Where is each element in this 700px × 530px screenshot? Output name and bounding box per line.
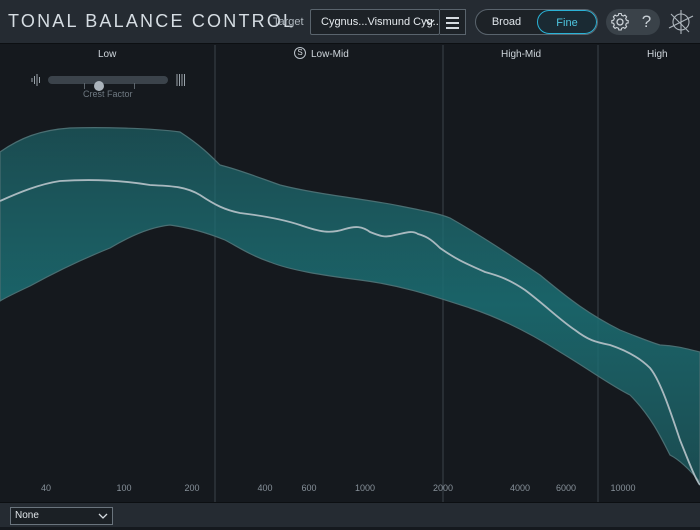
- crest-low-icon: [31, 74, 40, 86]
- hamburger-icon: [446, 17, 459, 19]
- app-title: TONAL BALANCE CONTROL: [8, 11, 296, 31]
- freq-label-2000: 2000: [432, 483, 454, 493]
- target-menu-button[interactable]: [440, 9, 466, 35]
- band-label-high: High: [647, 49, 668, 60]
- target-dropdown[interactable]: Cygnus...Vismund Cyg...: [310, 9, 440, 35]
- chevron-down-icon: [98, 508, 108, 530]
- footer-bar: None: [0, 502, 700, 527]
- solo-icon[interactable]: S: [294, 47, 306, 59]
- preset-dropdown[interactable]: None: [10, 507, 113, 525]
- band-label-high-mid: High-Mid: [501, 49, 542, 60]
- crest-factor-control: Crest Factor: [28, 70, 188, 100]
- view-mode-toggle: Broad Fine: [475, 9, 598, 35]
- broad-button[interactable]: Broad: [491, 16, 522, 28]
- crest-factor-handle[interactable]: [94, 81, 104, 91]
- crest-factor-slider[interactable]: [48, 76, 168, 91]
- tonal-balance-plot: [0, 45, 700, 502]
- fine-button[interactable]: Fine: [537, 10, 597, 34]
- crest-high-icon: [176, 74, 185, 86]
- help-button[interactable]: ?: [641, 12, 652, 31]
- spectrum-curve: [0, 179, 700, 486]
- freq-label-600: 600: [301, 483, 317, 493]
- izotope-logo-icon[interactable]: [667, 8, 695, 36]
- preset-value: None: [15, 510, 39, 521]
- freq-label-100: 100: [116, 483, 132, 493]
- target-label: Target: [273, 16, 304, 28]
- target-value: Cygnus...Vismund Cyg...: [321, 16, 440, 28]
- gear-icon: [611, 12, 629, 31]
- target-range-band: [0, 127, 700, 483]
- freq-label-4000: 4000: [509, 483, 531, 493]
- freq-label-6000: 6000: [555, 483, 577, 493]
- freq-label-40: 40: [40, 483, 52, 493]
- chevron-down-icon: [425, 10, 435, 34]
- freq-label-1000: 1000: [354, 483, 376, 493]
- utility-buttons: ?: [606, 9, 660, 35]
- freq-label-400: 400: [257, 483, 273, 493]
- header-bar: TONAL BALANCE CONTROL Target Cygnus...Vi…: [0, 0, 700, 44]
- crest-factor-label: Crest Factor: [83, 89, 133, 99]
- band-label-low: Low: [98, 49, 117, 60]
- settings-button[interactable]: [606, 9, 633, 35]
- freq-label-10000: 10000: [610, 483, 636, 493]
- band-label-low-mid: Low-Mid: [311, 49, 349, 60]
- freq-label-200: 200: [184, 483, 200, 493]
